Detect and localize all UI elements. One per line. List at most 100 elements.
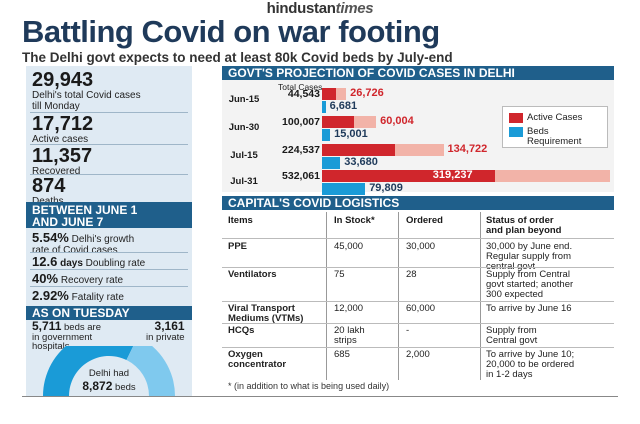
total-beds-label: Delhi had bbox=[88, 368, 130, 379]
active-cases-label: 60,004 bbox=[380, 115, 414, 127]
logistics-table: Items In Stock* Ordered Status of order … bbox=[222, 212, 614, 380]
legend-label-beds: Beds bbox=[527, 126, 549, 137]
row-status: Supply from Central govt started; another… bbox=[486, 270, 573, 300]
row-stock-line: 75 bbox=[334, 269, 345, 280]
govt-beds-label: in government bbox=[32, 331, 93, 343]
header-ordered: Ordered bbox=[406, 215, 443, 226]
active-cases-bar bbox=[322, 116, 355, 128]
active-cases-bar bbox=[322, 144, 395, 156]
legend-swatch-active bbox=[509, 113, 523, 123]
row-divider bbox=[222, 323, 614, 324]
row-ordered: 28 bbox=[406, 269, 417, 280]
row-status-line: Supply from Central bbox=[486, 269, 570, 280]
stat-label: Recovered bbox=[32, 166, 81, 177]
headline: Battling Covid on war footing bbox=[22, 14, 440, 49]
rate-label: Recovery rate bbox=[60, 275, 124, 286]
stat-value: 17,712 bbox=[32, 113, 94, 135]
header-in-stock: In Stock* bbox=[334, 215, 375, 226]
row-item-line: Ventilators bbox=[228, 269, 277, 280]
beds-requirement-label: 79,809 bbox=[369, 182, 403, 194]
row-stock-line: 685 bbox=[334, 349, 350, 360]
gauge-private-segment bbox=[126, 346, 175, 396]
beds-gauge bbox=[43, 346, 175, 396]
rate-label: rate of Covid cases bbox=[32, 245, 118, 256]
row-stock-line: 20 lakh bbox=[334, 325, 365, 336]
chart-legend: Active Cases Beds Requirement bbox=[502, 106, 608, 148]
divider bbox=[30, 174, 188, 175]
row-in-stock: 12,000 bbox=[334, 304, 363, 314]
total-beds-label: beds bbox=[115, 382, 136, 393]
total-cases-label: 532,061 bbox=[282, 170, 320, 182]
projection-title: GOVT'S PROJECTION OF COVID CASES IN DELH… bbox=[222, 66, 614, 80]
column-divider bbox=[480, 212, 481, 380]
stat-total-cases: 29,943 Delhi's total Covid cases till Mo… bbox=[32, 70, 141, 112]
stat-value: 874 bbox=[32, 175, 66, 197]
divider bbox=[30, 112, 188, 113]
row-status-line: central govt bbox=[486, 262, 572, 272]
row-item-line: Oxygen bbox=[228, 349, 263, 360]
divider bbox=[30, 252, 188, 253]
header-status-line: and plan beyond bbox=[486, 225, 562, 236]
stat-label: Active cases bbox=[32, 134, 89, 145]
row-ordered: 2,000 bbox=[406, 349, 430, 360]
beds-requirement-bar bbox=[322, 101, 326, 113]
footnote: * (in addition to what is being used dai… bbox=[228, 381, 390, 391]
row-divider bbox=[222, 347, 614, 348]
row-status: To arrive by June 10; 20,000 to be ordere… bbox=[486, 350, 574, 380]
row-status-line: govt started; another bbox=[486, 279, 574, 290]
row-in-stock: 75 bbox=[334, 270, 345, 280]
bottom-rule bbox=[22, 396, 618, 397]
category-label: Jul-31 bbox=[230, 176, 258, 187]
govt-beds-value: 5,711 bbox=[32, 319, 62, 333]
category-label: Jun-15 bbox=[228, 94, 260, 105]
row-stock-line: 12,000 bbox=[334, 303, 364, 314]
stat-active-cases: 17,712 Active cases bbox=[32, 114, 93, 145]
row-in-stock: 20 lakh strips bbox=[334, 326, 365, 346]
row-status-line: Central govt bbox=[486, 335, 538, 346]
total-beds-value: 8,872 bbox=[82, 379, 113, 393]
between-heading-line: BETWEEN JUNE 1 bbox=[32, 203, 138, 217]
row-item: Ventilators bbox=[228, 270, 277, 280]
row-in-stock: 45,000 bbox=[334, 242, 363, 252]
category-label: Jun-30 bbox=[228, 122, 260, 133]
stat-value: 29,943 bbox=[32, 69, 94, 91]
brand-times: times bbox=[335, 0, 374, 17]
rate-label: Doubling rate bbox=[85, 258, 146, 269]
row-item: Viral Transport Mediums (VTMs) bbox=[228, 304, 303, 324]
rate-fatality: 2.92% Fatality rate bbox=[32, 288, 124, 303]
row-item-line: HCQs bbox=[228, 325, 255, 336]
stat-label: Deaths bbox=[32, 196, 65, 207]
stat-deaths: 874 Deaths bbox=[32, 176, 65, 207]
column-divider bbox=[398, 212, 399, 380]
legend-label-beds: Requirement bbox=[527, 136, 582, 147]
row-item-line: PPE bbox=[228, 241, 248, 252]
header-items: Items bbox=[228, 215, 253, 226]
row-status-line: in 1-2 days bbox=[486, 369, 533, 380]
category-label: Jul-15 bbox=[230, 150, 258, 161]
rate-growth: 5.54% Delhi's growth rate of Covid cases bbox=[32, 230, 134, 256]
private-beds: 3,161 in private bbox=[146, 320, 185, 342]
between-heading-line: AND JUNE 7 bbox=[32, 215, 104, 229]
row-item-line: concentrator bbox=[228, 359, 287, 370]
row-stock-line: 45,000 bbox=[334, 241, 364, 252]
row-status-line: To arrive by June 16 bbox=[486, 303, 572, 314]
rate-value: 12.6 bbox=[32, 254, 58, 269]
masthead: hindustantimes bbox=[0, 0, 640, 17]
govt-beds-label: hospitals bbox=[32, 341, 70, 352]
row-status-line: Supply from bbox=[486, 325, 537, 336]
row-status-line: 300 expected bbox=[486, 289, 544, 300]
total-beds: Delhi had 8,872 beds bbox=[26, 368, 192, 394]
legend-label-active: Active Cases bbox=[527, 112, 583, 123]
total-cases-label: 100,007 bbox=[282, 116, 320, 128]
row-divider bbox=[222, 238, 614, 239]
header-status-line: Status of order bbox=[486, 215, 554, 226]
row-item: Oxygen concentrator bbox=[228, 350, 286, 370]
active-cases-label: 319,237 bbox=[432, 169, 473, 181]
row-in-stock: 685 bbox=[334, 350, 350, 360]
rate-value: 5.54% bbox=[32, 230, 69, 245]
active-cases-label: 26,726 bbox=[350, 87, 384, 99]
stat-label: Delhi's total Covid cases bbox=[32, 90, 141, 101]
row-status-line: 30,000 by June end. bbox=[486, 241, 573, 252]
row-status-line: To arrive by June 10; bbox=[486, 349, 575, 360]
row-ordered: - bbox=[406, 325, 410, 336]
